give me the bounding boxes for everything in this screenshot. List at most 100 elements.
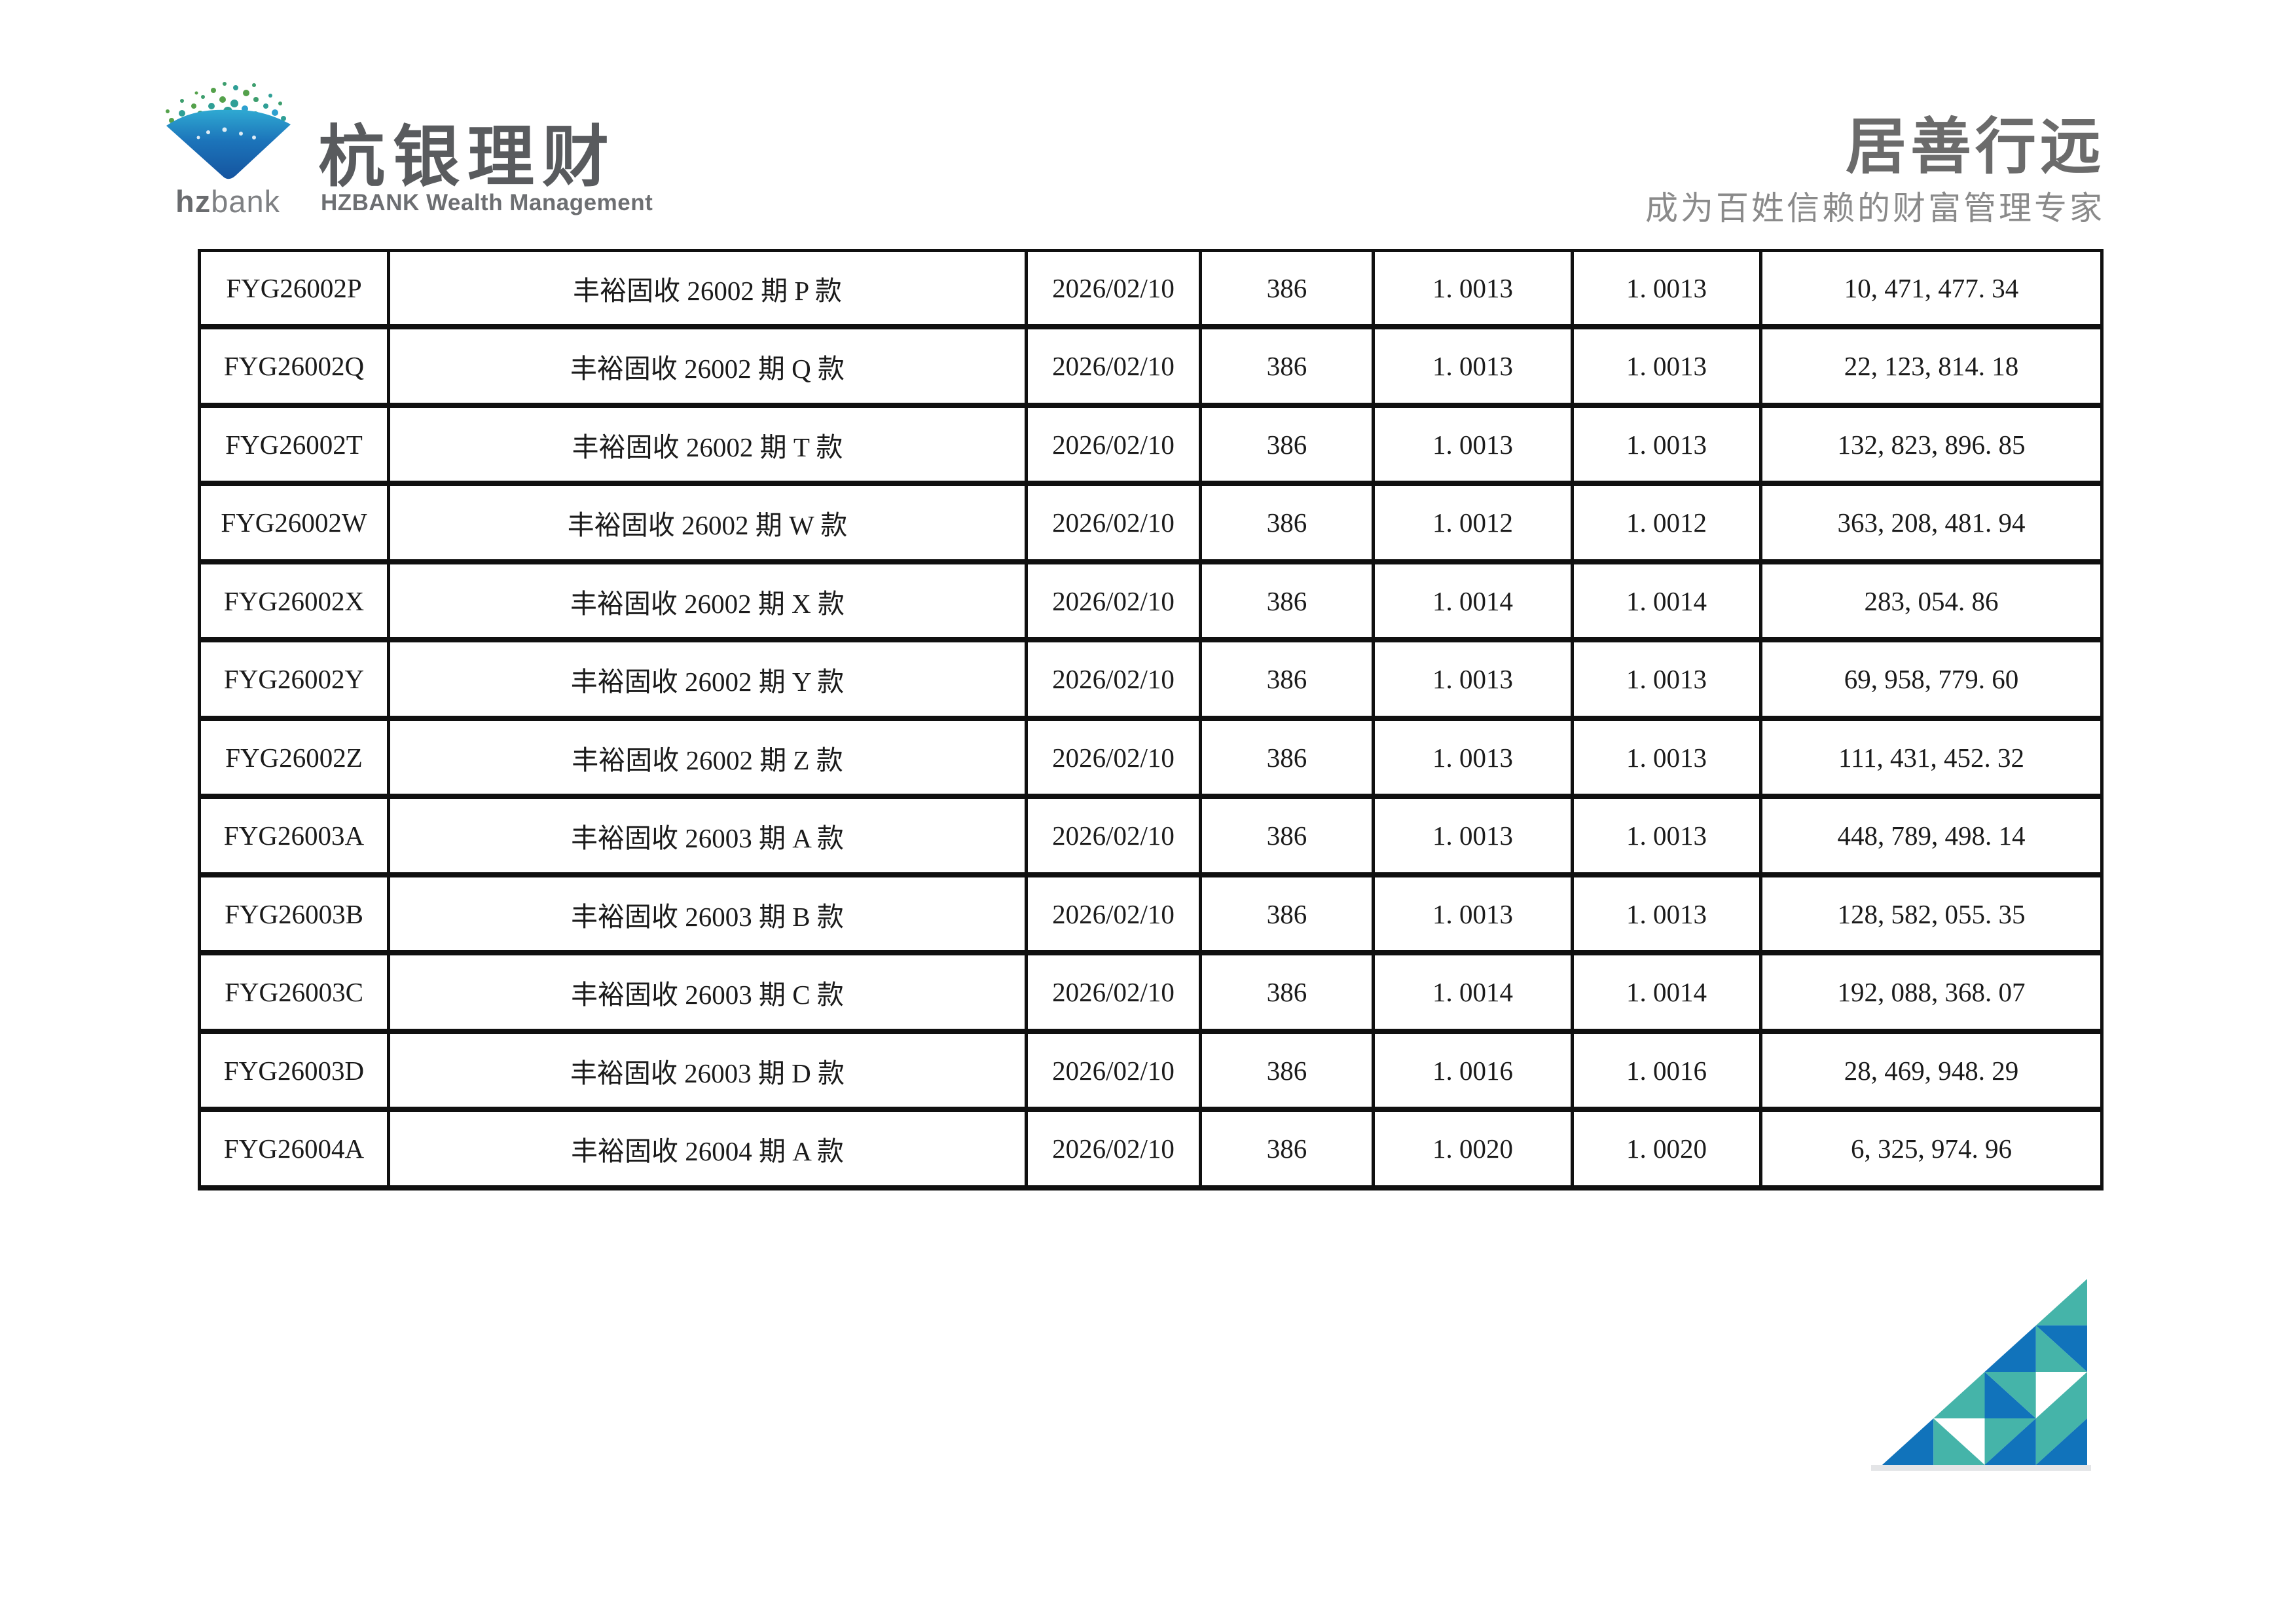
logo-wordmark-bank: bank — [211, 184, 281, 219]
table-row: FYG26002P 丰裕固收 26002 期 P 款 2026/02/10 386 1.… — [198, 249, 2104, 330]
cell-amount: 132, 823, 896. 85 — [1759, 402, 2104, 487]
cell-unit-nav: 1. 0014 — [1372, 950, 1574, 1034]
cell-nav-date: 2026/02/10 — [1025, 1028, 1202, 1113]
cell-nav-date: 2026/02/10 — [1025, 402, 1202, 487]
slogan-subtitle: 成为百姓信赖的财富管理专家 — [1645, 190, 2105, 227]
cell-unit-nav: 1. 0020 — [1372, 1107, 1574, 1190]
cell-days: 386 — [1199, 324, 1375, 408]
cell-days: 386 — [1199, 1028, 1375, 1113]
cell-accumulated-nav: 1. 0012 — [1571, 481, 1762, 564]
cell-unit-nav: 1. 0013 — [1372, 715, 1574, 800]
cell-product-code: FYG26002Z — [198, 715, 390, 800]
cell-product-code: FYG26004A — [198, 1107, 390, 1190]
brand-logo: hzbank 杭银理财 HZBANK Wealth Management — [162, 77, 653, 234]
table-row: FYG26002Y 丰裕固收 26002 期 Y 款 2026/02/10 386 1.… — [198, 637, 2104, 721]
cell-amount: 28, 469, 948. 29 — [1759, 1028, 2104, 1113]
cell-product-code: FYG26003A — [198, 794, 390, 877]
cell-amount: 128, 582, 055. 35 — [1759, 872, 2104, 956]
cell-product-code: FYG26002W — [198, 481, 390, 564]
cell-amount: 448, 789, 498. 14 — [1759, 794, 2104, 877]
cell-nav-date: 2026/02/10 — [1025, 872, 1202, 956]
cell-product-code: FYG26002X — [198, 559, 390, 643]
logo-diamond-speckles — [196, 127, 256, 139]
cell-product-name: 丰裕固收 26002 期 Q 款 — [387, 324, 1028, 408]
logo-wordmark-hz: hz — [175, 184, 211, 219]
cell-accumulated-nav: 1. 0016 — [1571, 1028, 1762, 1113]
cell-unit-nav: 1. 0012 — [1372, 481, 1574, 564]
cell-nav-date: 2026/02/10 — [1025, 1107, 1202, 1190]
nav-table-body: FYG26002P 丰裕固收 26002 期 P 款 2026/02/10 386 1.… — [198, 249, 2104, 1190]
cell-product-code: FYG26002Q — [198, 324, 390, 408]
cell-unit-nav: 1. 0013 — [1372, 324, 1574, 408]
table-row: FYG26002Z 丰裕固收 26002 期 Z 款 2026/02/10 386 1.… — [198, 715, 2104, 800]
cell-unit-nav: 1. 0013 — [1372, 794, 1574, 877]
table-row: FYG26002T 丰裕固收 26002 期 T 款 2026/02/10 386 1.… — [198, 402, 2104, 487]
cell-product-name: 丰裕固收 26002 期 X 款 — [387, 559, 1028, 643]
cell-nav-date: 2026/02/10 — [1025, 559, 1202, 643]
logo-cn-name: 杭银理财 — [318, 120, 617, 194]
cell-product-name: 丰裕固收 26003 期 A 款 — [387, 794, 1028, 877]
cell-days: 386 — [1199, 950, 1375, 1034]
cell-accumulated-nav: 1. 0014 — [1571, 950, 1762, 1034]
cell-unit-nav: 1. 0016 — [1372, 1028, 1574, 1113]
table-row: FYG26002W 丰裕固收 26002 期 W 款 2026/02/10 386 1.… — [198, 481, 2104, 564]
cell-nav-date: 2026/02/10 — [1025, 794, 1202, 877]
cell-days: 386 — [1199, 872, 1375, 956]
cell-nav-date: 2026/02/10 — [1025, 950, 1202, 1034]
cell-unit-nav: 1. 0013 — [1372, 637, 1574, 721]
logo-wordmark: hzbank — [175, 183, 319, 219]
cell-amount: 10, 471, 477. 34 — [1759, 249, 2104, 330]
cell-product-code: FYG26003B — [198, 872, 390, 956]
table-row: FYG26003C 丰裕固收 26003 期 C 款 2026/02/10 386 1.… — [198, 950, 2104, 1034]
cell-amount: 283, 054. 86 — [1759, 559, 2104, 643]
cell-accumulated-nav: 1. 0013 — [1571, 402, 1762, 487]
triangle-mosaic-icon — [1882, 1279, 2087, 1465]
cell-product-code: FYG26003C — [198, 950, 390, 1034]
nav-table: FYG26002P 丰裕固收 26002 期 P 款 2026/02/10 386 1.… — [198, 249, 2104, 1190]
cell-accumulated-nav: 1. 0013 — [1571, 715, 1762, 800]
cell-amount: 6, 325, 974. 96 — [1759, 1107, 2104, 1190]
table-row: FYG26004A 丰裕固收 26004 期 A 款 2026/02/10 386 1.… — [198, 1107, 2104, 1190]
cell-amount: 69, 958, 779. 60 — [1759, 637, 2104, 721]
cell-accumulated-nav: 1. 0013 — [1571, 637, 1762, 721]
logo-diamond-shape — [166, 109, 291, 179]
cell-days: 386 — [1199, 637, 1375, 721]
cell-product-name: 丰裕固收 26002 期 P 款 — [387, 249, 1028, 330]
cell-product-name: 丰裕固收 26002 期 Y 款 — [387, 637, 1028, 721]
cell-nav-date: 2026/02/10 — [1025, 249, 1202, 330]
corner-baseline-strip — [1871, 1465, 2091, 1471]
cell-accumulated-nav: 1. 0013 — [1571, 324, 1762, 408]
slogan: 居善行远 成为百姓信赖的财富管理专家 — [1645, 117, 2105, 225]
cell-nav-date: 2026/02/10 — [1025, 715, 1202, 800]
cell-nav-date: 2026/02/10 — [1025, 637, 1202, 721]
cell-product-name: 丰裕固收 26002 期 Z 款 — [387, 715, 1028, 800]
cell-accumulated-nav: 1. 0013 — [1571, 872, 1762, 956]
cell-days: 386 — [1199, 481, 1375, 564]
cell-product-name: 丰裕固收 26002 期 T 款 — [387, 402, 1028, 487]
cell-product-name: 丰裕固收 26003 期 D 款 — [387, 1028, 1028, 1113]
cell-accumulated-nav: 1. 0013 — [1571, 249, 1762, 330]
cell-days: 386 — [1199, 559, 1375, 643]
cell-product-name: 丰裕固收 26004 期 A 款 — [387, 1107, 1028, 1190]
cell-accumulated-nav: 1. 0020 — [1571, 1107, 1762, 1190]
cell-product-name: 丰裕固收 26003 期 B 款 — [387, 872, 1028, 956]
cell-unit-nav: 1. 0013 — [1372, 249, 1574, 330]
cell-amount: 22, 123, 814. 18 — [1759, 324, 2104, 408]
cell-product-code: FYG26002Y — [198, 637, 390, 721]
table-row: FYG26003D 丰裕固收 26003 期 D 款 2026/02/10 386 1.… — [198, 1028, 2104, 1113]
cell-product-code: FYG26002P — [198, 249, 390, 330]
cell-unit-nav: 1. 0013 — [1372, 872, 1574, 956]
table-row: FYG26003B 丰裕固收 26003 期 B 款 2026/02/10 386 1.… — [198, 872, 2104, 956]
slogan-title: 居善行远 — [1846, 113, 2105, 181]
cell-days: 386 — [1199, 1107, 1375, 1190]
table-row: FYG26002X 丰裕固收 26002 期 X 款 2026/02/10 386 1.… — [198, 559, 2104, 643]
hzbank-diamond-logo-icon — [166, 82, 291, 179]
cell-unit-nav: 1. 0013 — [1372, 402, 1574, 487]
cell-product-code: FYG26002T — [198, 402, 390, 487]
cell-unit-nav: 1. 0014 — [1372, 559, 1574, 643]
cell-amount: 111, 431, 452. 32 — [1759, 715, 2104, 800]
cell-amount: 192, 088, 368. 07 — [1759, 950, 2104, 1034]
cell-product-code: FYG26003D — [198, 1028, 390, 1113]
table-row: FYG26002Q 丰裕固收 26002 期 Q 款 2026/02/10 386 1.… — [198, 324, 2104, 408]
